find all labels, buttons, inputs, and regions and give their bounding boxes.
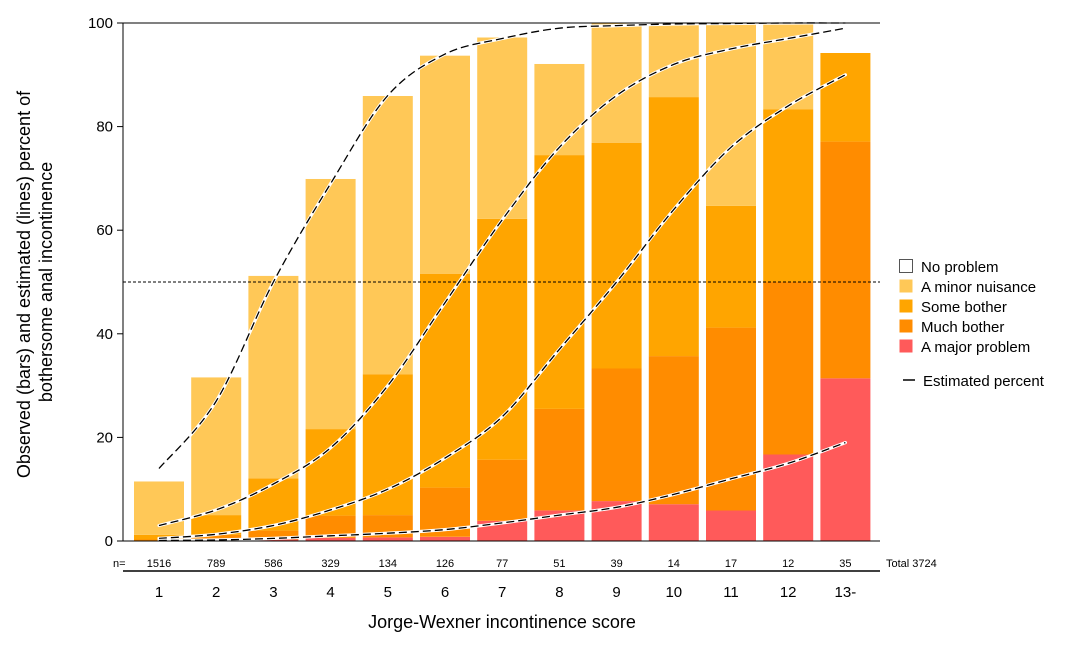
bar-segment-no-problem-5 <box>362 23 413 96</box>
legend-swatch-no-problem <box>899 259 913 273</box>
legend-label-some-bother: Some bother <box>921 299 1007 316</box>
bar-segment-a-major-problem-4 <box>305 537 356 541</box>
x-tick-label-13-: 13- <box>835 584 857 601</box>
bar-segment-a-minor-nuisance-3 <box>248 275 299 479</box>
bar-segment-no-problem-7 <box>477 23 528 38</box>
x-axis-title: Jorge-Wexner incontinence score <box>368 612 636 632</box>
y-tick-label-20: 20 <box>96 429 113 446</box>
bar-segment-a-minor-nuisance-4 <box>305 178 356 430</box>
bar-segment-some-bother-10 <box>648 97 699 357</box>
bar-segment-some-bother-9 <box>591 142 642 369</box>
x-tick-label-3: 3 <box>269 584 277 601</box>
estimated-line-1 <box>158 22 846 469</box>
bar-segment-a-major-problem-13- <box>820 378 871 541</box>
bar-segment-some-bother-7 <box>477 218 528 460</box>
n-value-3: 586 <box>264 558 282 570</box>
bar-segment-much-bother-9 <box>591 368 642 502</box>
n-value-2: 789 <box>207 558 225 570</box>
estimated-line-2 <box>158 27 846 527</box>
n-value-11: 17 <box>725 558 737 570</box>
bar-segment-much-bother-12 <box>763 282 814 455</box>
n-value-1: 1516 <box>147 558 171 570</box>
x-tick-label-1: 1 <box>155 584 163 601</box>
estimated-line-3 <box>158 74 846 540</box>
bar-segment-no-problem-1 <box>134 23 184 482</box>
y-axis-title-line-2: bothersome anal incontinence <box>36 162 56 402</box>
n-value-9: 39 <box>610 558 622 570</box>
y-tick-label-60: 60 <box>96 222 113 239</box>
bar-segment-a-major-problem-5 <box>362 537 413 541</box>
bar-segment-no-problem-3 <box>248 23 299 276</box>
bar-segment-some-bother-2 <box>191 515 242 535</box>
bar-segment-some-bother-6 <box>420 273 470 488</box>
bar-segment-much-bother-3 <box>248 530 299 540</box>
bar-segment-a-major-problem-11 <box>706 510 756 541</box>
bar-segment-much-bother-8 <box>534 408 585 511</box>
bar-segment-a-minor-nuisance-5 <box>362 96 413 375</box>
n-value-4: 329 <box>321 558 339 570</box>
x-tick-label-12: 12 <box>780 584 797 601</box>
n-total: Total 3724 <box>886 558 937 570</box>
estimated-lines-layer <box>157 21 847 543</box>
bar-segment-some-bother-13- <box>820 53 871 142</box>
bar-segment-a-major-problem-10 <box>648 504 699 541</box>
bar-segment-a-minor-nuisance-6 <box>420 55 470 274</box>
n-value-13-: 35 <box>839 558 851 570</box>
x-tick-label-8: 8 <box>555 584 563 601</box>
legend-swatch-some-bother <box>899 299 913 313</box>
n-value-12: 12 <box>782 558 794 570</box>
bar-segment-much-bother-7 <box>477 459 528 521</box>
bar-segment-some-bother-12 <box>763 109 814 282</box>
bar-segment-a-major-problem-6 <box>420 536 470 541</box>
x-tick-label-10: 10 <box>665 584 682 601</box>
x-tick-label-6: 6 <box>441 584 449 601</box>
legend-label-a-minor-nuisance: A minor nuisance <box>921 279 1036 296</box>
y-axis-title-line-1: Observed (bars) and estimated (lines) pe… <box>14 90 34 478</box>
n-value-5: 134 <box>379 558 397 570</box>
legend-label-a-major-problem: A major problem <box>921 339 1030 356</box>
legend-swatch-much-bother <box>899 319 913 333</box>
axes-layer: 0204060801001151627893586432951346126777… <box>88 15 880 601</box>
legend-swatch-a-major-problem <box>899 339 913 353</box>
bar-segment-much-bother-2 <box>191 534 242 540</box>
bar-segment-some-bother-11 <box>706 205 756 328</box>
estimated-line-4 <box>158 441 846 542</box>
legend: No problem A minor nuisance Some bother Muc… <box>899 259 1036 381</box>
bar-segment-no-problem-6 <box>420 23 470 56</box>
y-tick-label-100: 100 <box>88 15 113 32</box>
legend-estimated-label: Estimated percent <box>923 373 1045 390</box>
bar-segment-a-minor-nuisance-7 <box>477 37 528 219</box>
n-value-6: 126 <box>436 558 454 570</box>
x-tick-label-11: 11 <box>723 584 739 601</box>
legend-label-much-bother: Much bother <box>921 319 1004 336</box>
bar-segment-no-problem-2 <box>191 23 242 378</box>
bar-segment-much-bother-10 <box>648 356 699 505</box>
x-tick-label-5: 5 <box>384 584 392 601</box>
n-value-7: 77 <box>496 558 508 570</box>
x-tick-label-7: 7 <box>498 584 506 601</box>
y-tick-label-0: 0 <box>105 533 113 550</box>
legend-label-no-problem: No problem <box>921 259 999 276</box>
y-tick-label-40: 40 <box>96 326 113 343</box>
x-tick-label-4: 4 <box>326 584 334 601</box>
y-tick-label-80: 80 <box>96 119 113 136</box>
n-value-10: 14 <box>668 558 680 570</box>
bar-segment-a-major-problem-3 <box>248 539 299 541</box>
bar-segment-much-bother-13- <box>820 141 871 379</box>
bar-segment-a-minor-nuisance-8 <box>534 63 585 156</box>
x-tick-label-2: 2 <box>212 584 220 601</box>
n-prefix: n= <box>113 558 126 570</box>
legend-swatch-a-minor-nuisance <box>899 279 913 293</box>
bar-segment-a-minor-nuisance-2 <box>191 377 242 516</box>
n-value-8: 51 <box>553 558 565 570</box>
x-tick-label-9: 9 <box>612 584 620 601</box>
bar-segment-much-bother-4 <box>305 515 356 538</box>
y-axis-title: Observed (bars) and estimated (lines) pe… <box>14 86 56 478</box>
bar-segment-some-bother-5 <box>362 374 413 516</box>
bar-segment-some-bother-4 <box>305 429 356 516</box>
